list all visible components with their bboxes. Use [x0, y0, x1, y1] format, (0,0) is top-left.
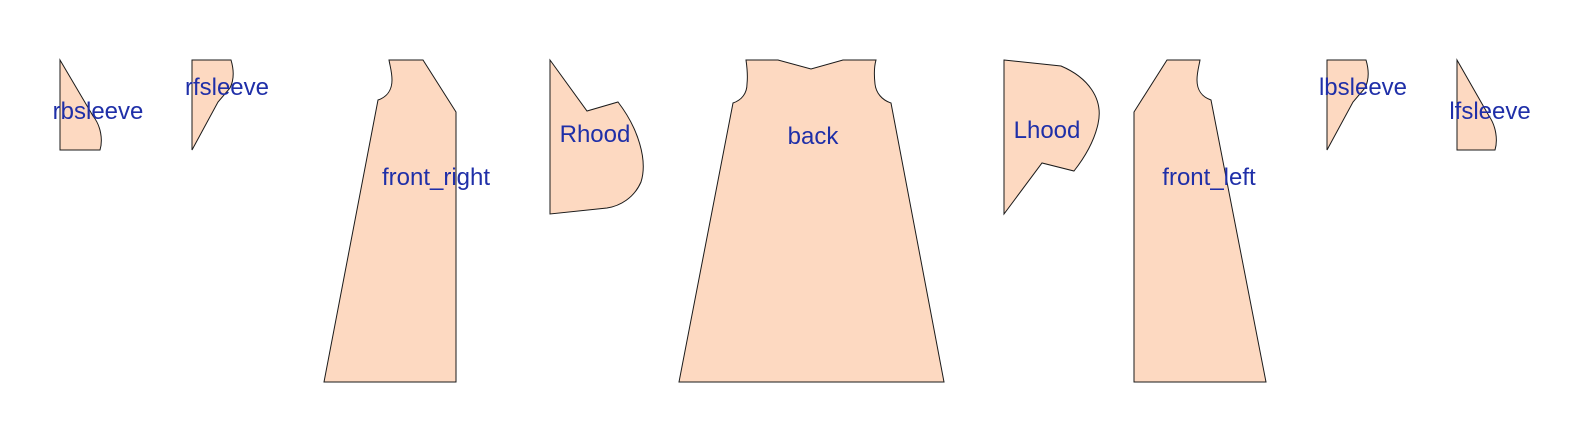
rbsleeve-label: rbsleeve [53, 98, 144, 125]
lhood-shape [1003, 59, 1100, 216]
piece-back: back [678, 59, 945, 383]
lhood-label: Lhood [1014, 117, 1081, 144]
piece-rbsleeve: rbsleeve [53, 58, 144, 151]
front-right-shape [323, 59, 457, 383]
lfsleeve-shape [1456, 58, 1497, 151]
front-right-label: front_right [382, 164, 490, 191]
back-shape [678, 59, 945, 383]
front-left-label: front_left [1162, 164, 1256, 191]
piece-rfsleeve: rfsleeve [185, 59, 269, 151]
lfsleeve-label: lfsleeve [1449, 98, 1530, 125]
piece-lfsleeve: lfsleeve [1449, 58, 1531, 151]
rhood-label: Rhood [560, 121, 631, 148]
lbsleeve-label: lbsleeve [1319, 74, 1407, 101]
piece-front-left: front_left [1133, 59, 1267, 383]
lbsleeve-shape [1326, 59, 1369, 151]
piece-front-right: front_right [323, 59, 490, 383]
back-label: back [788, 123, 840, 150]
piece-lbsleeve: lbsleeve [1319, 59, 1407, 151]
rbsleeve-shape [59, 58, 102, 151]
rfsleeve-shape [191, 59, 234, 151]
rhood-shape [549, 58, 644, 215]
piece-rhood: Rhood [549, 58, 644, 215]
rfsleeve-label: rfsleeve [185, 74, 269, 101]
piece-lhood: Lhood [1003, 59, 1100, 216]
front-left-shape [1133, 59, 1267, 383]
